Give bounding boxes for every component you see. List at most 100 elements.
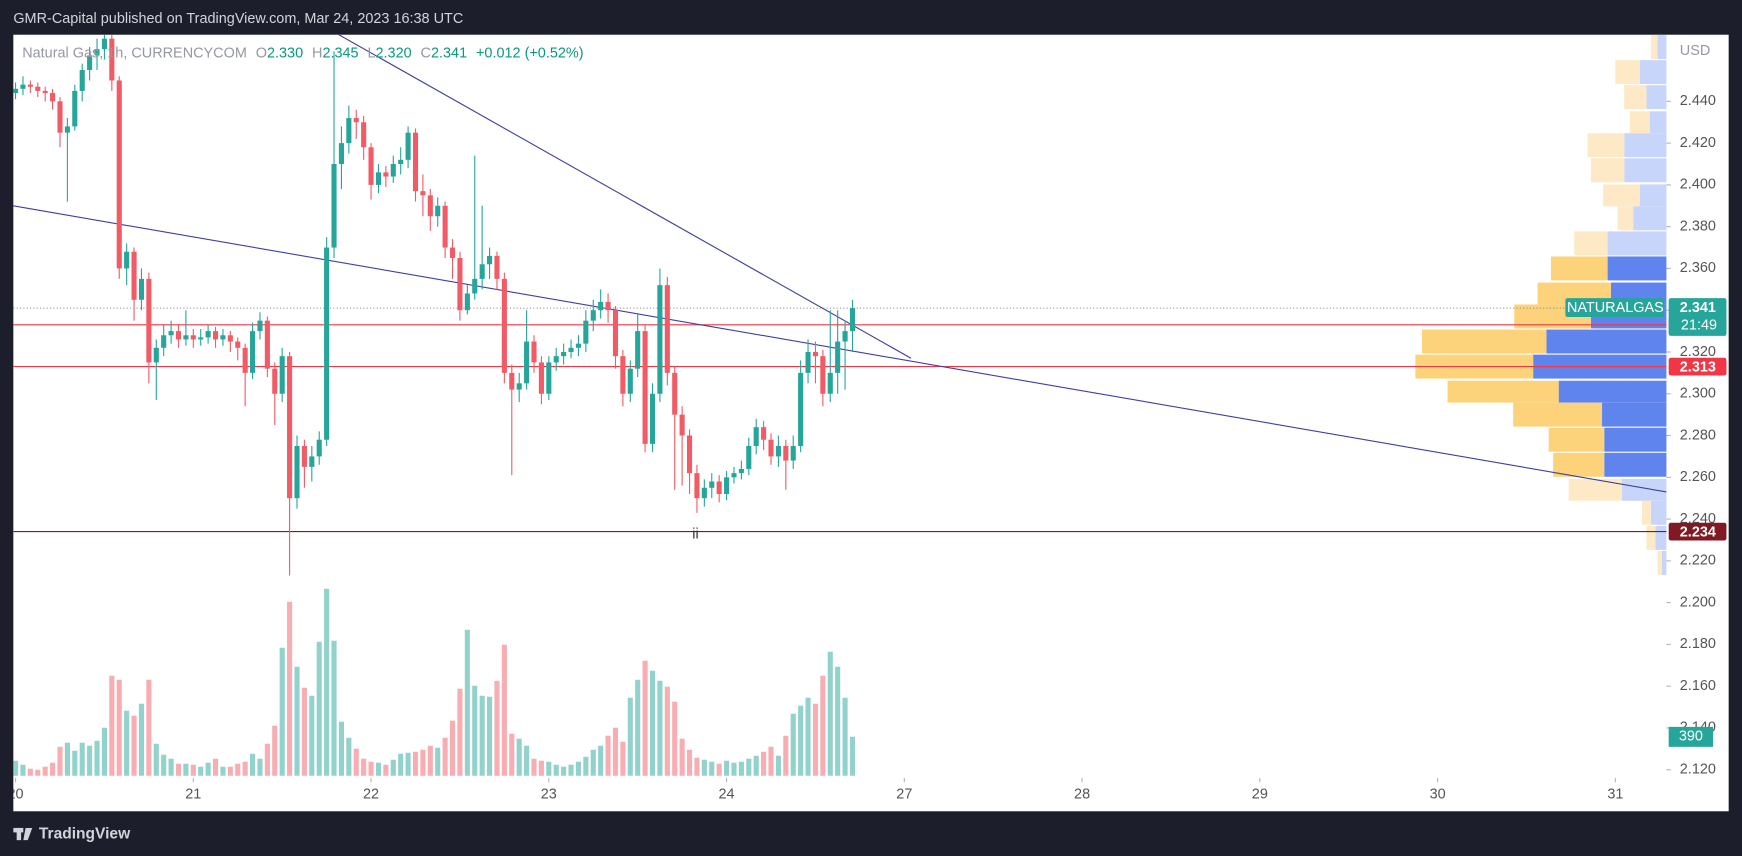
profile-down xyxy=(1422,329,1547,354)
candle-body xyxy=(272,368,278,394)
candle-body xyxy=(287,356,293,499)
volume-bar xyxy=(524,745,530,776)
ohlc-value: 2.341 xyxy=(431,45,467,61)
candle-body xyxy=(324,247,330,440)
currency: USD xyxy=(1680,43,1710,59)
volume-label: 390 xyxy=(1679,729,1703,745)
candle-body xyxy=(709,481,715,488)
profile-up xyxy=(1622,478,1667,501)
volume-bar xyxy=(146,679,152,776)
candle-body xyxy=(805,351,811,373)
volume-bar xyxy=(35,769,41,776)
profile-down xyxy=(1447,380,1559,403)
volume-bar xyxy=(479,695,485,776)
candle-body xyxy=(138,278,145,300)
x-tick-label: 24 xyxy=(719,786,735,802)
symbol-label: NATURALGAS xyxy=(1567,300,1664,316)
published-note: GMR-Capital published on TradingView.com… xyxy=(13,11,463,27)
candle-body xyxy=(72,90,78,127)
profile-down xyxy=(1642,500,1651,525)
x-tick-label: 21 xyxy=(185,786,201,802)
volume-bar xyxy=(250,753,256,776)
profile-up xyxy=(1649,111,1667,134)
candle-body xyxy=(435,205,441,217)
volume-bar xyxy=(790,713,796,776)
volume-bar xyxy=(664,686,670,776)
candle-body xyxy=(827,372,833,394)
volume-bar xyxy=(257,758,263,776)
candle-body xyxy=(227,335,233,342)
volume-bar xyxy=(649,670,656,776)
y-tick-label: 2.400 xyxy=(1680,177,1716,193)
volume-bar xyxy=(279,647,285,776)
profile-up xyxy=(1624,133,1667,158)
candle-body xyxy=(546,362,552,394)
candle-body xyxy=(627,368,633,394)
volume-bar xyxy=(338,721,344,776)
profile-up xyxy=(1662,550,1667,575)
volume-bar xyxy=(375,762,382,776)
y-tick-label: 2.440 xyxy=(1680,93,1716,109)
volume-bar xyxy=(849,736,856,776)
profile-up xyxy=(1546,329,1667,354)
candle-body xyxy=(812,351,819,357)
volume-bar xyxy=(109,675,115,776)
price-label-box xyxy=(1668,357,1727,376)
profile-up xyxy=(1650,500,1667,525)
volume-bar xyxy=(731,762,737,776)
volume-bar xyxy=(605,735,611,776)
logo-part xyxy=(23,827,33,841)
candle-body xyxy=(101,38,107,50)
profile-down xyxy=(1553,452,1605,477)
volume-bar xyxy=(138,703,145,776)
candle-body xyxy=(124,251,130,269)
volume-bar xyxy=(538,760,544,776)
candle-body xyxy=(331,164,337,248)
brand: TradingView xyxy=(39,826,131,843)
profile-up xyxy=(1657,35,1667,60)
volume-bar xyxy=(72,750,78,776)
candle-body xyxy=(716,481,722,495)
price-label: 2.234 xyxy=(1680,525,1716,541)
volume-bar xyxy=(412,751,419,776)
candle-body xyxy=(738,468,744,474)
volume-bar xyxy=(161,754,167,776)
profile-up xyxy=(1639,60,1667,85)
countdown: 21:49 xyxy=(1681,318,1717,334)
candle-body xyxy=(161,335,167,348)
candle-body xyxy=(338,143,344,165)
volume-bar xyxy=(94,740,100,776)
volume-bar xyxy=(87,745,93,776)
volume-bar xyxy=(709,761,715,776)
volume-bar xyxy=(420,749,426,776)
volume-bar xyxy=(531,758,537,776)
volume-bar xyxy=(642,660,648,776)
logo-part xyxy=(16,827,22,841)
candle-body xyxy=(501,278,507,373)
candle-body xyxy=(457,257,463,311)
candle-body xyxy=(731,473,737,478)
candle-body xyxy=(849,308,856,332)
candle-body xyxy=(146,278,152,363)
volume-bar xyxy=(27,768,33,776)
candle-body xyxy=(842,331,848,342)
last-price-box xyxy=(1668,298,1727,336)
profile-down xyxy=(1650,35,1658,60)
profile-down xyxy=(1624,85,1647,110)
symbol-box xyxy=(1565,298,1665,318)
candle-body xyxy=(649,393,656,444)
candle-body xyxy=(198,337,204,340)
candle-body xyxy=(375,172,382,185)
profile-up xyxy=(1607,231,1667,256)
candle-body xyxy=(250,331,256,373)
candle-body xyxy=(79,70,85,91)
profile-up xyxy=(1655,525,1667,550)
profile-down xyxy=(1603,184,1640,207)
trend-line xyxy=(338,34,912,359)
candle-body xyxy=(620,356,626,394)
volume-bar xyxy=(583,756,589,776)
profile-down xyxy=(1513,402,1603,427)
volume-bar xyxy=(346,737,352,776)
profile-down xyxy=(1568,478,1623,501)
volume-bar xyxy=(812,703,819,776)
